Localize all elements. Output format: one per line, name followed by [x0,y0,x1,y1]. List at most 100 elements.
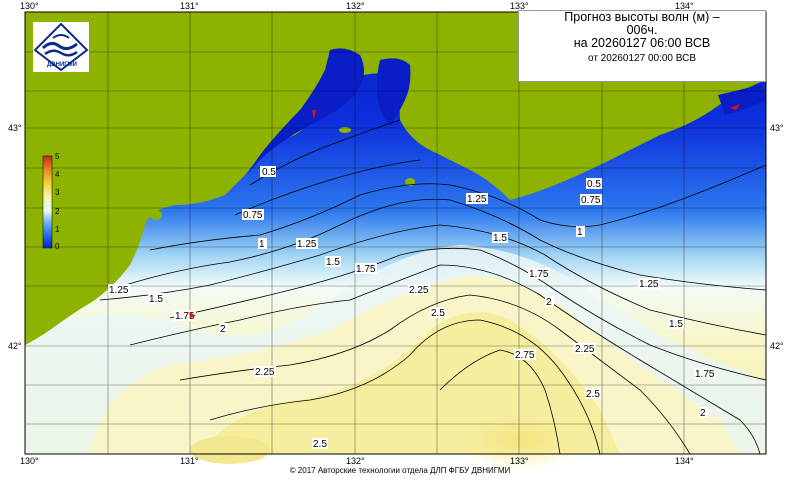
contour-label-175c: 1.75 [529,269,549,280]
station-marker-icon [730,104,740,110]
colorbar [42,155,53,249]
wave-zone-25m-west [190,436,270,464]
contour-label-bg [312,438,328,449]
contour-label-15b: 1.5 [149,294,163,305]
contour-label-bg [325,256,341,267]
lat-label-43-right: 43° [770,123,784,133]
contour-label-075a: 0.75 [243,210,263,221]
contour-label-bg [699,407,708,418]
forecast-issue-time: от 20260127 00:00 ВСВ [587,53,696,64]
forecast-valid-time: на 20260127 06:00 ВСВ [573,36,711,50]
contour-label-bg [466,193,488,204]
lon-label-130-bottom: 130° [20,456,39,466]
contour-label-125d: 1.25 [639,279,659,290]
lon-label-133-top: 133° [510,1,529,11]
island-askold [405,178,415,186]
contour-label-bg [580,194,602,205]
contour-label-group: 0.5 0.75 1 1.25 1.5 1.75 1.25 1.5 1.75 2… [108,166,716,450]
contour-label-225c: 2.25 [575,344,595,355]
contour-label-25b: 2.5 [313,439,327,450]
logo-text: ДВНИГМИ [47,62,77,68]
island-russky [339,127,351,133]
contour-lines [99,119,767,455]
contour-label-225b: 2.25 [255,367,275,378]
island-west [150,210,162,220]
contour-label-bg [585,388,601,399]
contour-label-05a: 0.5 [262,167,276,178]
contour-label-bg [574,343,596,354]
forecast-title-line1: Прогноз высоты волн (м) – [564,10,720,24]
contour-label-bg [638,278,660,289]
colorbar-tick-4: 4 [55,170,60,179]
wave-logo-icon [33,22,89,72]
contour-075 [234,159,421,216]
colorbar-tick-0: 0 [55,242,60,251]
contour-label-bg [528,268,550,279]
colorbar-tick-2: 2 [55,207,60,216]
contour-label-bg [254,366,276,377]
contour-label-15c: 1.5 [493,233,507,244]
contour-label-275a: 2.75 [515,350,535,361]
contour-label-125c: 1.25 [467,194,487,205]
contour-label-bg [296,238,318,249]
forecast-title-line2: 006ч. [626,23,658,37]
contour-label-125b: 1.25 [109,285,129,296]
bay-ussuri [376,58,411,126]
contour-label-bg [430,307,446,318]
contour-label-15a: 1.5 [326,257,340,268]
contour-label-bg [219,323,228,334]
contour-label-2c: 2 [700,408,706,419]
contour-label-2a: 2 [220,324,226,335]
contour-label-bg [586,178,602,189]
contour-label-bg [242,209,264,220]
map-frame [24,11,767,455]
contour-label-25a: 2.5 [431,308,445,319]
lon-label-134-top: 134° [675,1,694,11]
contour-label-05b: 0.5 [587,179,601,190]
colorbar-tick-5: 5 [55,152,60,161]
contour-125 [109,198,767,291]
colorbar-tick-3: 3 [55,188,60,197]
contour-label-bg [694,368,716,379]
contour-label-25c: 2.5 [586,389,600,400]
contour-label-175b: 1.75 [175,311,195,322]
station-marker-icon [312,110,316,120]
contour-label-1a: 1 [259,239,265,250]
lon-label-131-bottom: 131° [180,456,199,466]
contour-175 [169,247,767,381]
lon-label-134-bottom: 134° [675,456,694,466]
contour-label-bg [492,232,508,243]
contour-label-bg [108,284,130,295]
contour-25 [209,319,601,455]
lon-label-130-top: 130° [20,1,39,11]
contour-label-2b: 2 [546,297,552,308]
land-mainland [25,12,766,345]
bay-east [718,84,766,115]
contour-label-bg [258,238,267,249]
contour-275 [439,349,561,455]
contour-15 [99,224,767,336]
contour-label-125a: 1.25 [297,239,317,250]
contour-label-1b: 1 [577,227,583,238]
contour-label-075b: 0.75 [581,195,601,206]
contour-225 [179,294,691,455]
contour-label-bg [174,310,196,321]
graticule [25,12,766,454]
contour-label-175a: 1.75 [356,264,376,275]
contour-label-225a: 2.25 [409,285,429,296]
contour-label-bg [668,318,684,329]
contour-label-bg [514,349,536,360]
contour-label-bg [355,263,377,274]
contour-label-bg [148,293,164,304]
lon-label-131-top: 131° [180,1,199,11]
copyright-text: © 2017 Авторские технологии отдела ДЛП Ф… [289,466,511,475]
lon-label-132-top: 132° [346,1,365,11]
lat-label-42-left: 42° [8,341,22,351]
bay-amur [245,48,364,181]
contour-label-15d: 1.5 [669,319,683,330]
lat-label-42-right: 42° [770,341,784,351]
contour-label-bg [260,166,276,177]
contour-label-bg [576,226,585,237]
lat-label-43-left: 43° [8,123,22,133]
